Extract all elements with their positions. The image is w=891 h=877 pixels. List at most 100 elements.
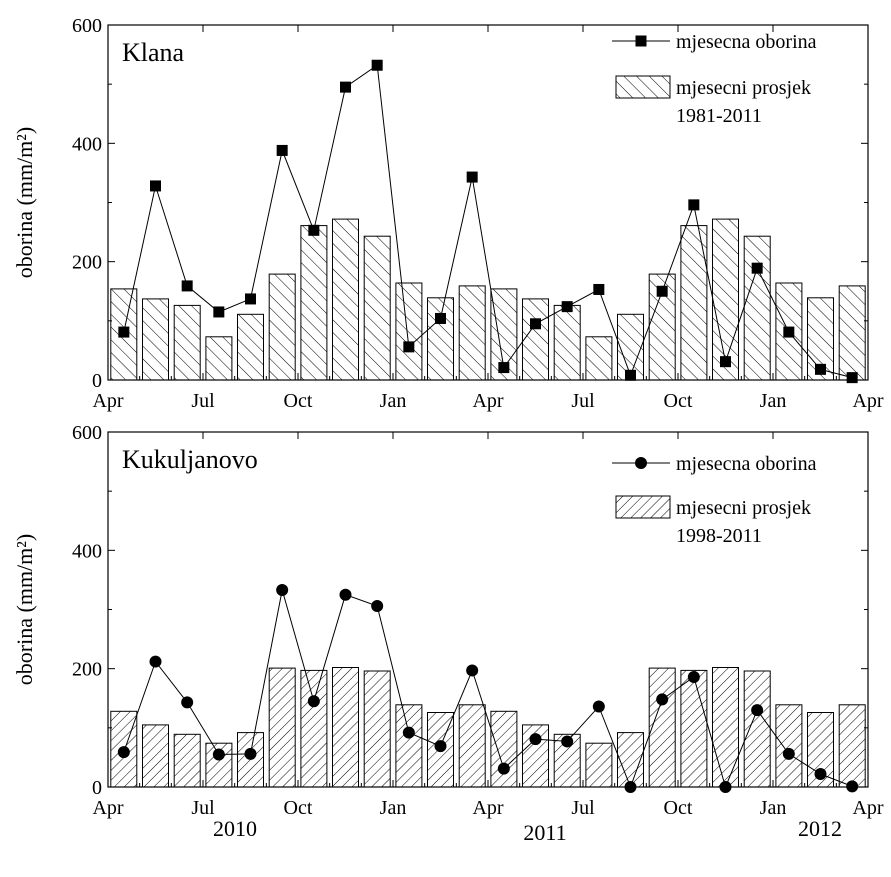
x-axis: Apr Jul Oct Jan Apr Jul Oct Jan Apr [92,432,884,819]
data-point [687,670,700,683]
data-point [340,81,351,93]
data-point [530,318,541,330]
bar [680,669,708,788]
x-tick-label: Apr [92,390,123,412]
x-tick-label: Apr [852,390,883,412]
data-point [213,306,225,318]
y-tick-label: 0 [92,777,102,799]
year-label-2010: 2010 [213,816,257,841]
data-point [276,583,289,596]
data-point [814,767,827,780]
data-point [592,700,605,713]
bar [205,336,233,381]
y-axis-label: oborina (mm/m²) [12,127,37,278]
y-tick-label: 600 [72,15,102,37]
x-tick-label: Apr [92,797,123,819]
data-point [561,735,574,748]
bar [237,313,264,381]
data-point [656,285,668,297]
data-point [561,301,573,313]
bar [142,724,169,788]
data-point [466,171,478,183]
data-point [371,599,384,612]
bar [775,704,803,788]
bar [300,225,328,381]
bar [712,218,739,381]
data-point [402,726,415,739]
x-tick-label: Apr [472,390,503,412]
bar [395,282,423,381]
bar [173,733,201,788]
data-point [307,695,320,708]
data-point [815,363,826,375]
data-point [339,588,352,601]
y-axis: 0 200 400 600 [72,422,868,799]
y-axis: 0 200 400 600 [72,15,868,392]
bar [363,235,391,381]
year-labels: 2010 2011 2012 [213,816,842,845]
bar [743,670,771,788]
data-point [181,280,193,292]
bar [490,710,518,788]
line-series [123,589,853,789]
bar-series [110,667,866,788]
bar [743,235,771,381]
bar-series [110,218,866,381]
data-point [529,733,542,746]
x-tick-label: Jul [571,390,595,412]
legend: mjesecna oborina mjesecni prosjek 1998-201… [612,453,817,547]
data-point [593,283,605,295]
x-tick-label: Jan [380,390,407,412]
data-point [245,293,256,305]
data-point [150,180,161,192]
y-tick-label: 200 [72,252,102,274]
data-point [720,356,731,368]
x-tick-label: Oct [284,797,313,819]
data-point [276,144,288,156]
year-label-2011: 2011 [523,820,566,845]
legend-marker [635,35,647,47]
data-point [846,372,858,384]
bar [648,273,676,381]
data-point [435,312,446,324]
bar [300,669,328,788]
year-label-2012: 2012 [798,816,842,841]
legend-label-bar-period: 1981-2011 [676,105,762,127]
line-markers [117,583,859,793]
bar [617,732,644,788]
bar [332,218,359,381]
legend: mjesecna oborina mjesecni prosjek 1981-201… [612,31,817,127]
data-point [782,747,795,760]
bar [458,285,486,381]
data-point [625,369,636,381]
data-point [434,740,447,753]
bar [838,285,866,381]
y-tick-label: 400 [72,133,102,155]
x-axis: Apr Jul Oct Jan Apr Jul Oct Jan Apr [92,25,884,412]
data-point [308,224,320,236]
bar [553,304,581,381]
data-point [117,746,130,759]
line-markers [118,59,858,384]
bar [173,304,201,381]
bar [838,704,866,788]
data-point [498,362,510,374]
y-tick-label: 400 [72,540,102,562]
legend-label-bar: mjesecni prosjek [676,77,811,99]
bar [648,667,676,788]
bar [363,670,391,788]
x-tick-label: Jul [191,390,215,412]
data-point [783,326,795,338]
legend-label-bar: mjesecni prosjek [676,497,811,519]
x-tick-label: Jul [191,797,215,819]
data-point [181,696,194,709]
bar [332,667,359,788]
data-point [656,693,669,706]
x-tick-label: Oct [664,797,693,819]
data-point [403,341,415,353]
data-point [149,655,162,668]
x-tick-label: Apr [852,797,883,819]
data-point [688,199,700,211]
